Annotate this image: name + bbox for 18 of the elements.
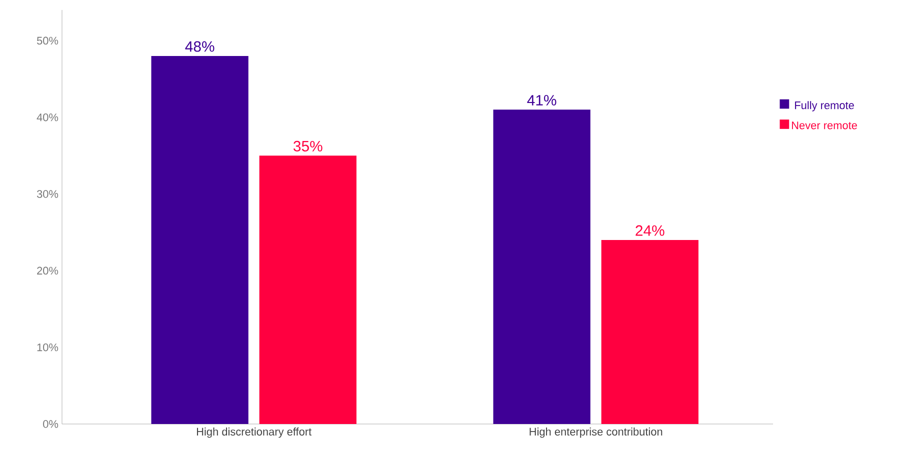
y-tick-label: 10% [37, 343, 58, 352]
legend-label: Never remote [792, 122, 857, 130]
bar [259, 156, 356, 424]
y-tick-label: 50% [36, 36, 58, 45]
x-tick-label: High enterprise contribution [530, 428, 662, 438]
bar [601, 240, 698, 424]
data-label: 48% [185, 41, 214, 52]
data-label: 24% [636, 225, 664, 236]
y-tick-label: 30% [36, 190, 58, 198]
y-tick-label: 40% [36, 113, 58, 122]
x-tick-label: High discretionary effort [197, 428, 312, 438]
y-tick-label: 20% [37, 266, 58, 275]
legend-label: Fully remote [795, 101, 854, 112]
data-label: 35% [294, 140, 322, 152]
data-label: 41% [527, 95, 556, 106]
bar [493, 110, 590, 424]
y-tick-label: 0% [43, 420, 58, 428]
bar [151, 56, 248, 424]
